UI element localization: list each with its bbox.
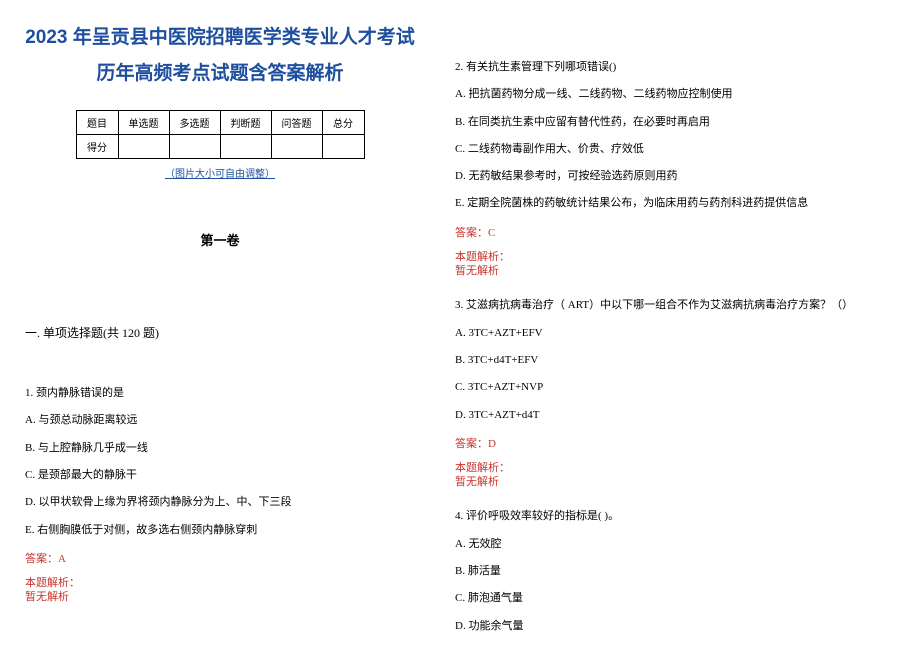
q1-option-e: E. 右侧胸膜低于对侧，故多选右侧颈内静脉穿刺 <box>25 523 415 537</box>
exam-title: 2023 年呈贡县中医院招聘医学类专业人才考试 历年高频考点试题含答案解析 <box>25 20 415 92</box>
q4-option-a: A. 无效腔 <box>455 537 895 551</box>
q2-option-e: E. 定期全院菌株的药敏统计结果公布，为临床用药与药剂科进药提供信息 <box>455 196 895 210</box>
q1-option-b: B. 与上腔静脉几乎成一线 <box>25 441 415 455</box>
table-header: 判断题 <box>220 111 271 135</box>
table-header: 多选题 <box>169 111 220 135</box>
analysis-text: 暂无解析 <box>25 591 69 603</box>
q4-option-c: C. 肺泡通气量 <box>455 591 895 605</box>
q2-stem: 2. 有关抗生素管理下列哪项错误() <box>455 60 895 74</box>
table-header-row: 题目 单选题 多选题 判断题 问答题 总分 <box>76 111 364 135</box>
q3-option-d: D. 3TC+AZT+d4T <box>455 408 895 422</box>
title-line-2: 历年高频考点试题含答案解析 <box>25 56 415 92</box>
q1-answer: 答案：A <box>25 550 415 566</box>
q2-option-d: D. 无药敏结果参考时，可按经验选药原则用药 <box>455 169 895 183</box>
analysis-label: 本题解析： <box>455 251 510 263</box>
table-header: 总分 <box>322 111 364 135</box>
title-line-1: 2023 年呈贡县中医院招聘医学类专业人才考试 <box>25 20 415 56</box>
q2-option-a: A. 把抗菌药物分成一线、二线药物、二线药物应控制使用 <box>455 87 895 101</box>
table-score-row: 得分 <box>76 135 364 159</box>
volume-heading: 第一卷 <box>25 230 415 249</box>
table-header: 单选题 <box>118 111 169 135</box>
q2-option-b: B. 在同类抗生素中应留有替代性药，在必要时再启用 <box>455 115 895 129</box>
table-cell <box>220 135 271 159</box>
score-table: 题目 单选题 多选题 判断题 问答题 总分 得分 <box>76 110 365 159</box>
table-cell <box>118 135 169 159</box>
q3-answer: 答案：D <box>455 435 895 451</box>
q3-option-b: B. 3TC+d4T+EFV <box>455 353 895 367</box>
analysis-text: 暂无解析 <box>455 265 499 277</box>
q1-option-a: A. 与颈总动脉距离较远 <box>25 413 415 427</box>
section-heading: 一. 单项选择题(共 120 题) <box>25 324 415 341</box>
q3-analysis: 本题解析： 暂无解析 <box>455 461 895 490</box>
table-header: 题目 <box>76 111 118 135</box>
q1-option-d: D. 以甲状软骨上缘为界将颈内静脉分为上、中、下三段 <box>25 495 415 509</box>
q3-stem: 3. 艾滋病抗病毒治疗（ ART）中以下哪一组合不作为艾滋病抗病毒治疗方案？（） <box>455 298 895 312</box>
q4-stem: 4. 评价呼吸效率较好的指标是( )。 <box>455 509 895 523</box>
q4-option-b: B. 肺活量 <box>455 564 895 578</box>
analysis-label: 本题解析： <box>25 577 80 589</box>
resize-note: （图片大小可自由调整） <box>25 165 415 180</box>
q2-answer: 答案：C <box>455 224 895 240</box>
table-header: 问答题 <box>271 111 322 135</box>
analysis-label: 本题解析： <box>455 462 510 474</box>
q2-option-c: C. 二线药物毒副作用大、价贵、疗效低 <box>455 142 895 156</box>
q1-stem: 1. 颈内静脉错误的是 <box>25 386 415 400</box>
table-cell: 得分 <box>76 135 118 159</box>
q4-option-d: D. 功能余气量 <box>455 619 895 633</box>
q3-option-a: A. 3TC+AZT+EFV <box>455 326 895 340</box>
q1-analysis: 本题解析： 暂无解析 <box>25 576 415 605</box>
table-cell <box>169 135 220 159</box>
table-cell <box>271 135 322 159</box>
q1-option-c: C. 是颈部最大的静脉干 <box>25 468 415 482</box>
analysis-text: 暂无解析 <box>455 476 499 488</box>
table-cell <box>322 135 364 159</box>
q2-analysis: 本题解析： 暂无解析 <box>455 250 895 279</box>
q3-option-c: C. 3TC+AZT+NVP <box>455 380 895 394</box>
